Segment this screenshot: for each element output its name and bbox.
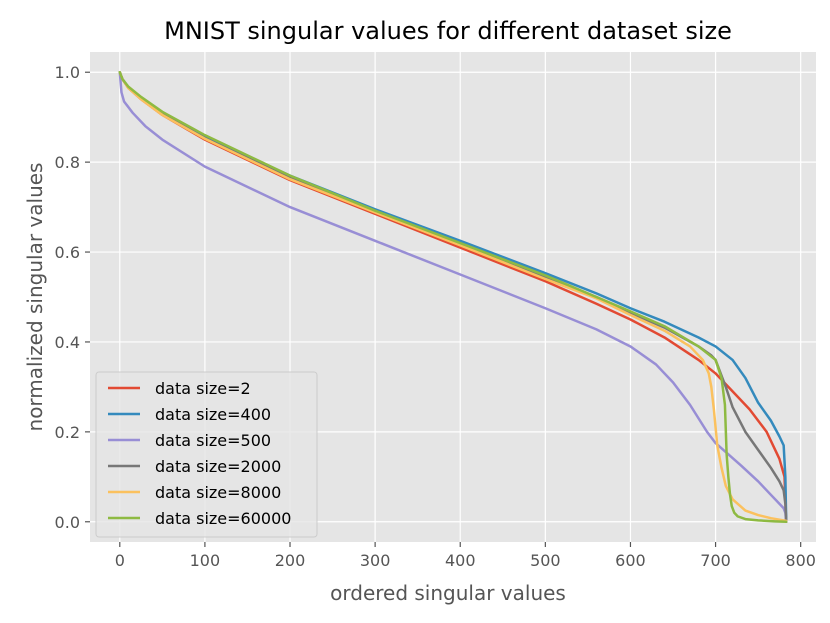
y-tick-label: 1.0	[55, 63, 80, 82]
ticks: 0 100 200 300 400 500 600 700 800 0.0 0.2 0.4 0.6 0.8…	[55, 63, 816, 570]
legend-label: data size=2000	[155, 457, 281, 476]
legend: data size=2 data size=400 data size=500 …	[95, 371, 318, 538]
x-tick-label: 0	[115, 551, 125, 570]
y-tick-label: 0.0	[55, 513, 80, 532]
y-tick-label: 0.2	[55, 423, 80, 442]
legend-label: data size=2	[155, 379, 251, 398]
legend-box	[95, 371, 318, 538]
series-line-2	[118, 70, 788, 524]
legend-label: data size=60000	[155, 509, 291, 528]
legend-label: data size=8000	[155, 483, 281, 502]
series-line-5	[118, 70, 788, 524]
x-tick-label: 600	[615, 551, 646, 570]
x-tick-label: 300	[360, 551, 391, 570]
legend-label: data size=500	[155, 431, 271, 450]
series-lines	[118, 70, 788, 524]
y-tick-label: 0.6	[55, 243, 80, 262]
y-tick-label: 0.8	[55, 153, 80, 172]
grid	[90, 52, 816, 542]
x-tick-label: 400	[445, 551, 476, 570]
y-tick-label: 0.4	[55, 333, 80, 352]
x-tick-label: 100	[190, 551, 221, 570]
x-axis-label: ordered singular values	[330, 581, 566, 605]
x-tick-label: 500	[530, 551, 561, 570]
chart-title: MNIST singular values for different data…	[164, 17, 732, 45]
legend-label: data size=400	[155, 405, 271, 424]
x-tick-label: 200	[275, 551, 306, 570]
y-axis-label: normalized singular values	[23, 163, 47, 432]
x-tick-label: 700	[700, 551, 731, 570]
x-tick-label: 800	[785, 551, 816, 570]
